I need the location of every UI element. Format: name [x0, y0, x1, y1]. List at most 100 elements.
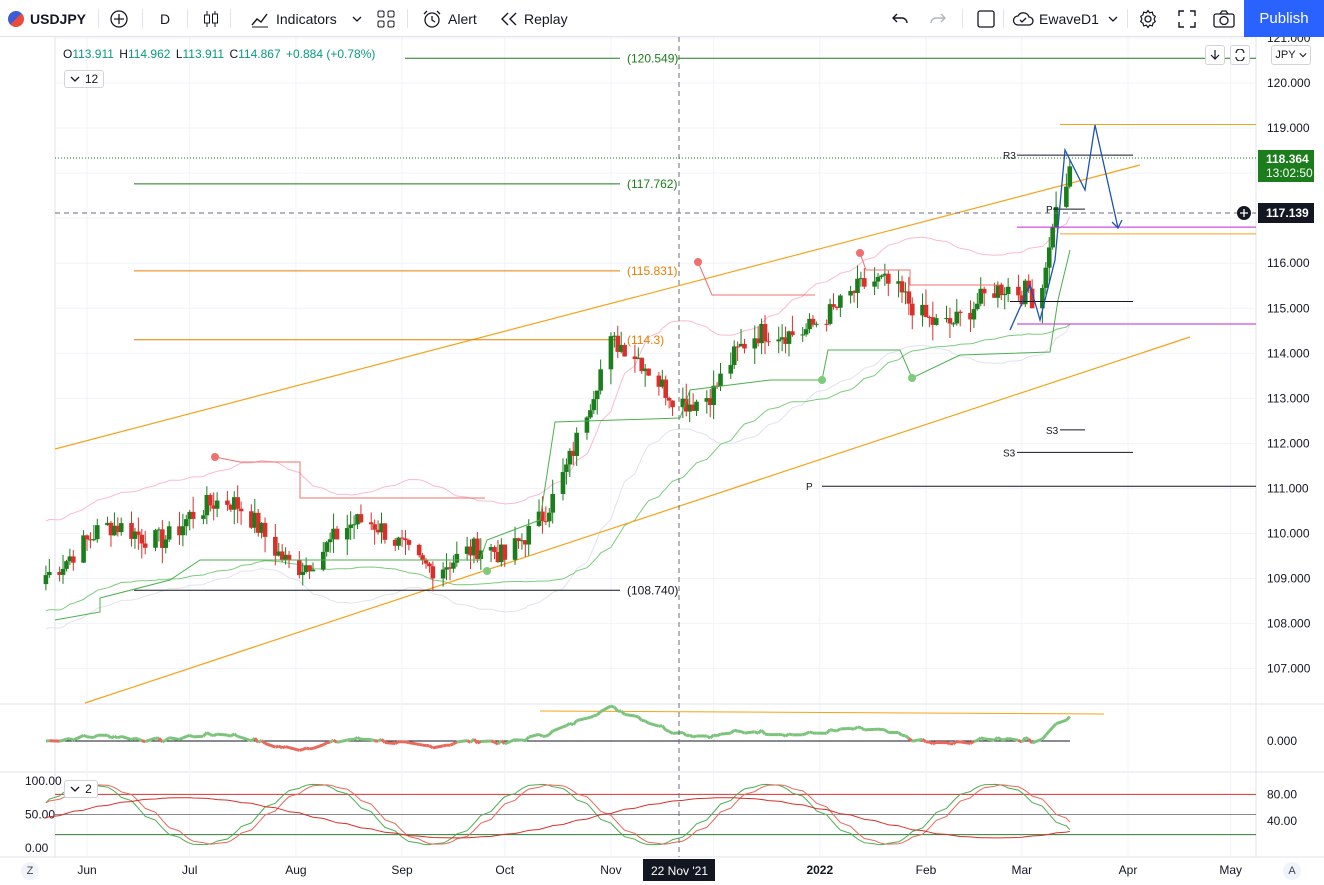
snapshot-button[interactable]: [1213, 0, 1235, 37]
redo-button[interactable]: [929, 0, 947, 37]
osc-segment: [980, 736, 985, 741]
templates-button[interactable]: [377, 0, 395, 37]
alarm-clock-icon: [423, 10, 441, 28]
candle-body: [184, 519, 189, 527]
indicators-collapse-button[interactable]: 12: [64, 70, 104, 88]
osc-segment: [997, 736, 1003, 742]
currency-select[interactable]: JPY: [1271, 45, 1311, 65]
supertrend-red-1: [214, 456, 485, 499]
candle-body: [276, 551, 282, 556]
alert-button[interactable]: Alert: [422, 0, 477, 37]
candle-body: [139, 534, 145, 544]
reset-button[interactable]: [1230, 45, 1250, 65]
osc-segment: [216, 732, 228, 737]
candle-body: [762, 323, 768, 342]
channel-upper: [54, 164, 1141, 450]
candle-body: [273, 536, 278, 556]
osc-segment: [302, 746, 307, 751]
candle-body: [464, 546, 470, 554]
crosshair-price-value: 117.139: [1266, 206, 1309, 220]
candle-body: [879, 275, 884, 277]
indicators-button[interactable]: Indicators: [250, 0, 337, 37]
osc-segment: [329, 738, 335, 744]
price-axis[interactable]: 121.000120.000119.000118.000117.000116.0…: [1267, 37, 1311, 676]
chart-canvas[interactable]: (120.549) (117.762) (115.831) (114.3) (108.7…: [0, 37, 1324, 885]
candle-body: [584, 417, 590, 433]
candle-body: [752, 338, 758, 349]
pivot-label: P: [1046, 205, 1053, 216]
osc-segment: [193, 734, 204, 739]
candle-body: [598, 369, 603, 391]
osc-segment: [496, 739, 503, 746]
candle-body: [622, 344, 627, 357]
fullscreen-select-button[interactable]: [977, 0, 995, 37]
candle-body: [588, 410, 593, 418]
indicators-dropdown[interactable]: [352, 0, 362, 37]
osc-segment: [860, 726, 866, 732]
settings-button[interactable]: [1138, 0, 1158, 37]
candle-body: [327, 539, 333, 543]
osc-segment: [432, 744, 444, 750]
candle-body: [262, 522, 268, 537]
osc-segment: [1020, 736, 1027, 743]
high-value: 114.962: [127, 47, 171, 61]
replay-button[interactable]: Replay: [500, 0, 568, 37]
osc-segment: [356, 736, 362, 741]
candle-body: [1019, 295, 1025, 305]
candle-body: [646, 368, 651, 376]
candle-body: [177, 526, 182, 536]
publish-button[interactable]: Publish: [1244, 0, 1324, 37]
oscillator-pane: 0.000: [45, 704, 1297, 752]
candle-body: [108, 522, 114, 536]
wave-projection: [1009, 124, 1123, 331]
stochastic-count: 2: [85, 782, 92, 796]
osc-segment: [904, 734, 910, 740]
osc-segment: [62, 737, 67, 742]
time-tick-label: Sep: [391, 863, 413, 877]
candle-body: [978, 288, 984, 304]
candle-body: [981, 288, 987, 294]
osc-segment: [257, 739, 263, 744]
time-tick-label: 2022: [806, 863, 833, 877]
refresh-icon: [1235, 49, 1245, 61]
symbol-button[interactable]: USDJPY: [8, 0, 86, 37]
candle-body: [783, 337, 788, 344]
candle-body: [379, 523, 384, 533]
compare-button[interactable]: [109, 0, 129, 37]
candle-body: [444, 567, 449, 570]
time-tick-label: Oct: [495, 863, 514, 877]
osc-segment: [706, 734, 712, 740]
time-axis[interactable]: Jun Jul Aug Sep Oct Nov 2022 Feb Mar Apr May: [77, 863, 1242, 877]
osc-segment: [1027, 738, 1034, 745]
interval-button[interactable]: D: [160, 0, 170, 37]
auto-scale-button[interactable]: A: [1283, 862, 1301, 880]
candle-body: [731, 346, 737, 366]
osc-segment: [781, 733, 787, 738]
candle-body: [331, 528, 336, 540]
indicator-count: 12: [84, 72, 99, 86]
candle-body: [1050, 227, 1055, 248]
candle-body: [632, 356, 638, 360]
candle-body: [526, 525, 532, 545]
candle-body: [858, 278, 864, 280]
osc-segment: [130, 736, 136, 741]
undo-button[interactable]: [891, 0, 909, 37]
layout-button[interactable]: EwaveD1: [1012, 0, 1118, 37]
candle-body: [546, 512, 552, 522]
pivot-label: S3: [1003, 448, 1016, 459]
osc-segment: [264, 742, 276, 749]
candle-body: [129, 523, 134, 539]
fullscreen-button[interactable]: [1178, 0, 1196, 37]
stochastic-collapse-button[interactable]: 2: [64, 780, 98, 798]
osc-segment: [760, 729, 767, 736]
price-levels: (120.549) (117.762) (115.831) (114.3) (108.7…: [134, 51, 1256, 597]
candle-body: [1002, 293, 1008, 296]
osc-segment: [394, 740, 400, 745]
timezone-button[interactable]: Z: [21, 862, 39, 880]
candle-body: [594, 390, 600, 400]
candle-body: [228, 504, 234, 510]
osc-segment: [729, 729, 736, 735]
chart-type-button[interactable]: [202, 0, 220, 37]
osc-segment: [521, 738, 526, 743]
scroll-down-button[interactable]: [1205, 45, 1225, 65]
